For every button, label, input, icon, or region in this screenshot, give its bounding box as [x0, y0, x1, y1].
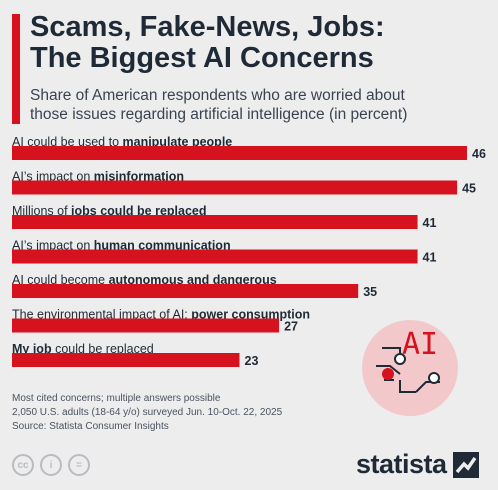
value-label: 45 — [462, 182, 476, 196]
ai-circuit-icon: AI — [362, 320, 458, 416]
bar-label: Millions of jobs could be replaced — [12, 204, 207, 218]
value-label: 27 — [284, 320, 298, 334]
chart-subtitle: Share of American respondents who are wo… — [30, 87, 408, 123]
statista-logo[interactable]: statista — [356, 449, 479, 480]
bar-label: My job could be replaced — [12, 342, 154, 356]
chart-title: Scams, Fake-News, Jobs: The Biggest AI C… — [30, 11, 385, 74]
note-line-2: 2,050 U.S. adults (18-64 y/o) surveyed J… — [12, 407, 283, 418]
value-label: 41 — [423, 216, 437, 230]
accent-bar — [12, 14, 20, 124]
notes: Most cited concerns; multiple answers po… — [12, 392, 282, 434]
bar — [12, 318, 280, 333]
value-label: 35 — [363, 285, 377, 299]
cc-icon[interactable]: cc — [12, 454, 34, 476]
value-label: 23 — [245, 354, 259, 368]
license-icons: cc i = — [12, 454, 90, 476]
bar — [12, 180, 458, 195]
ai-badge-text: AI — [402, 327, 438, 362]
brand-name: statista — [356, 449, 447, 479]
value-label: 41 — [423, 251, 437, 265]
bar — [12, 249, 418, 264]
bar-label: AI could be used to manipulate people — [12, 135, 232, 149]
bar-label: The environmental impact of AI: power co… — [12, 308, 310, 322]
bar — [12, 353, 240, 367]
bar-label: AI’s impact on human communication — [12, 239, 231, 253]
bar-label: AI’s impact on misinformation — [12, 170, 184, 184]
bar — [12, 146, 467, 160]
bar-chart: AI could be used to manipulate people 46 A… — [12, 135, 486, 368]
no-derivatives-icon[interactable]: = — [68, 454, 90, 476]
bar-label: AI could become autonomous and dangerous — [12, 273, 277, 287]
source-line: Source: Statista Consumer Insights — [12, 421, 169, 432]
note-line-1: Most cited concerns; multiple answers po… — [12, 393, 221, 404]
bar — [12, 284, 359, 298]
bar — [12, 215, 418, 229]
value-label: 46 — [472, 147, 486, 161]
attribution-icon[interactable]: i — [40, 454, 62, 476]
statista-logo-icon — [452, 451, 479, 478]
